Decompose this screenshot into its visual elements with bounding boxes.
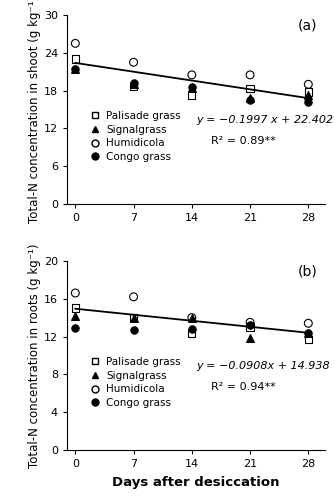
Point: [306, 98, 311, 106]
Text: (b): (b): [297, 264, 317, 278]
X-axis label: Days after desiccation: Days after desiccation: [112, 476, 280, 489]
Point: [247, 321, 253, 329]
Point: [73, 324, 78, 332]
Point: [306, 328, 311, 336]
Point: [247, 94, 253, 102]
Point: [247, 85, 253, 93]
Point: [131, 293, 136, 301]
Point: [73, 64, 78, 72]
Point: [189, 314, 195, 322]
Text: R² = 0.94**: R² = 0.94**: [211, 382, 276, 392]
Point: [189, 83, 195, 91]
Point: [306, 91, 311, 99]
Point: [189, 325, 195, 333]
Point: [131, 314, 136, 322]
Y-axis label: Total-N concentration in roots (g kg⁻¹): Total-N concentration in roots (g kg⁻¹): [28, 243, 41, 468]
Point: [189, 330, 195, 338]
Text: R² = 0.89**: R² = 0.89**: [211, 136, 276, 146]
Point: [131, 58, 136, 66]
Point: [247, 334, 253, 342]
Point: [73, 55, 78, 63]
Point: [189, 314, 195, 322]
Point: [247, 96, 253, 104]
Point: [247, 71, 253, 79]
Point: [73, 289, 78, 297]
Point: [189, 91, 195, 99]
Point: [247, 318, 253, 326]
Text: y = −0.0908x + 14.938: y = −0.0908x + 14.938: [196, 361, 330, 371]
Point: [73, 40, 78, 48]
Point: [189, 71, 195, 79]
Y-axis label: Total-N concentration in shoot (g kg⁻¹): Total-N concentration in shoot (g kg⁻¹): [28, 0, 41, 223]
Point: [306, 336, 311, 344]
Point: [306, 328, 311, 336]
Text: y = −0.1997 x + 22.402: y = −0.1997 x + 22.402: [196, 115, 333, 125]
Point: [189, 84, 195, 92]
Point: [73, 312, 78, 320]
Point: [131, 82, 136, 90]
Point: [306, 88, 311, 96]
Point: [306, 80, 311, 88]
Legend: Palisade grass, Signalgrass, Humidicola, Congo grass: Palisade grass, Signalgrass, Humidicola,…: [90, 357, 181, 408]
Point: [131, 79, 136, 87]
Point: [131, 80, 136, 88]
Point: [73, 64, 78, 72]
Text: (a): (a): [298, 19, 317, 33]
Point: [73, 304, 78, 312]
Legend: Palisade grass, Signalgrass, Humidicola, Congo grass: Palisade grass, Signalgrass, Humidicola,…: [90, 111, 181, 162]
Point: [131, 314, 136, 322]
Point: [131, 326, 136, 334]
Point: [247, 323, 253, 331]
Point: [306, 320, 311, 328]
